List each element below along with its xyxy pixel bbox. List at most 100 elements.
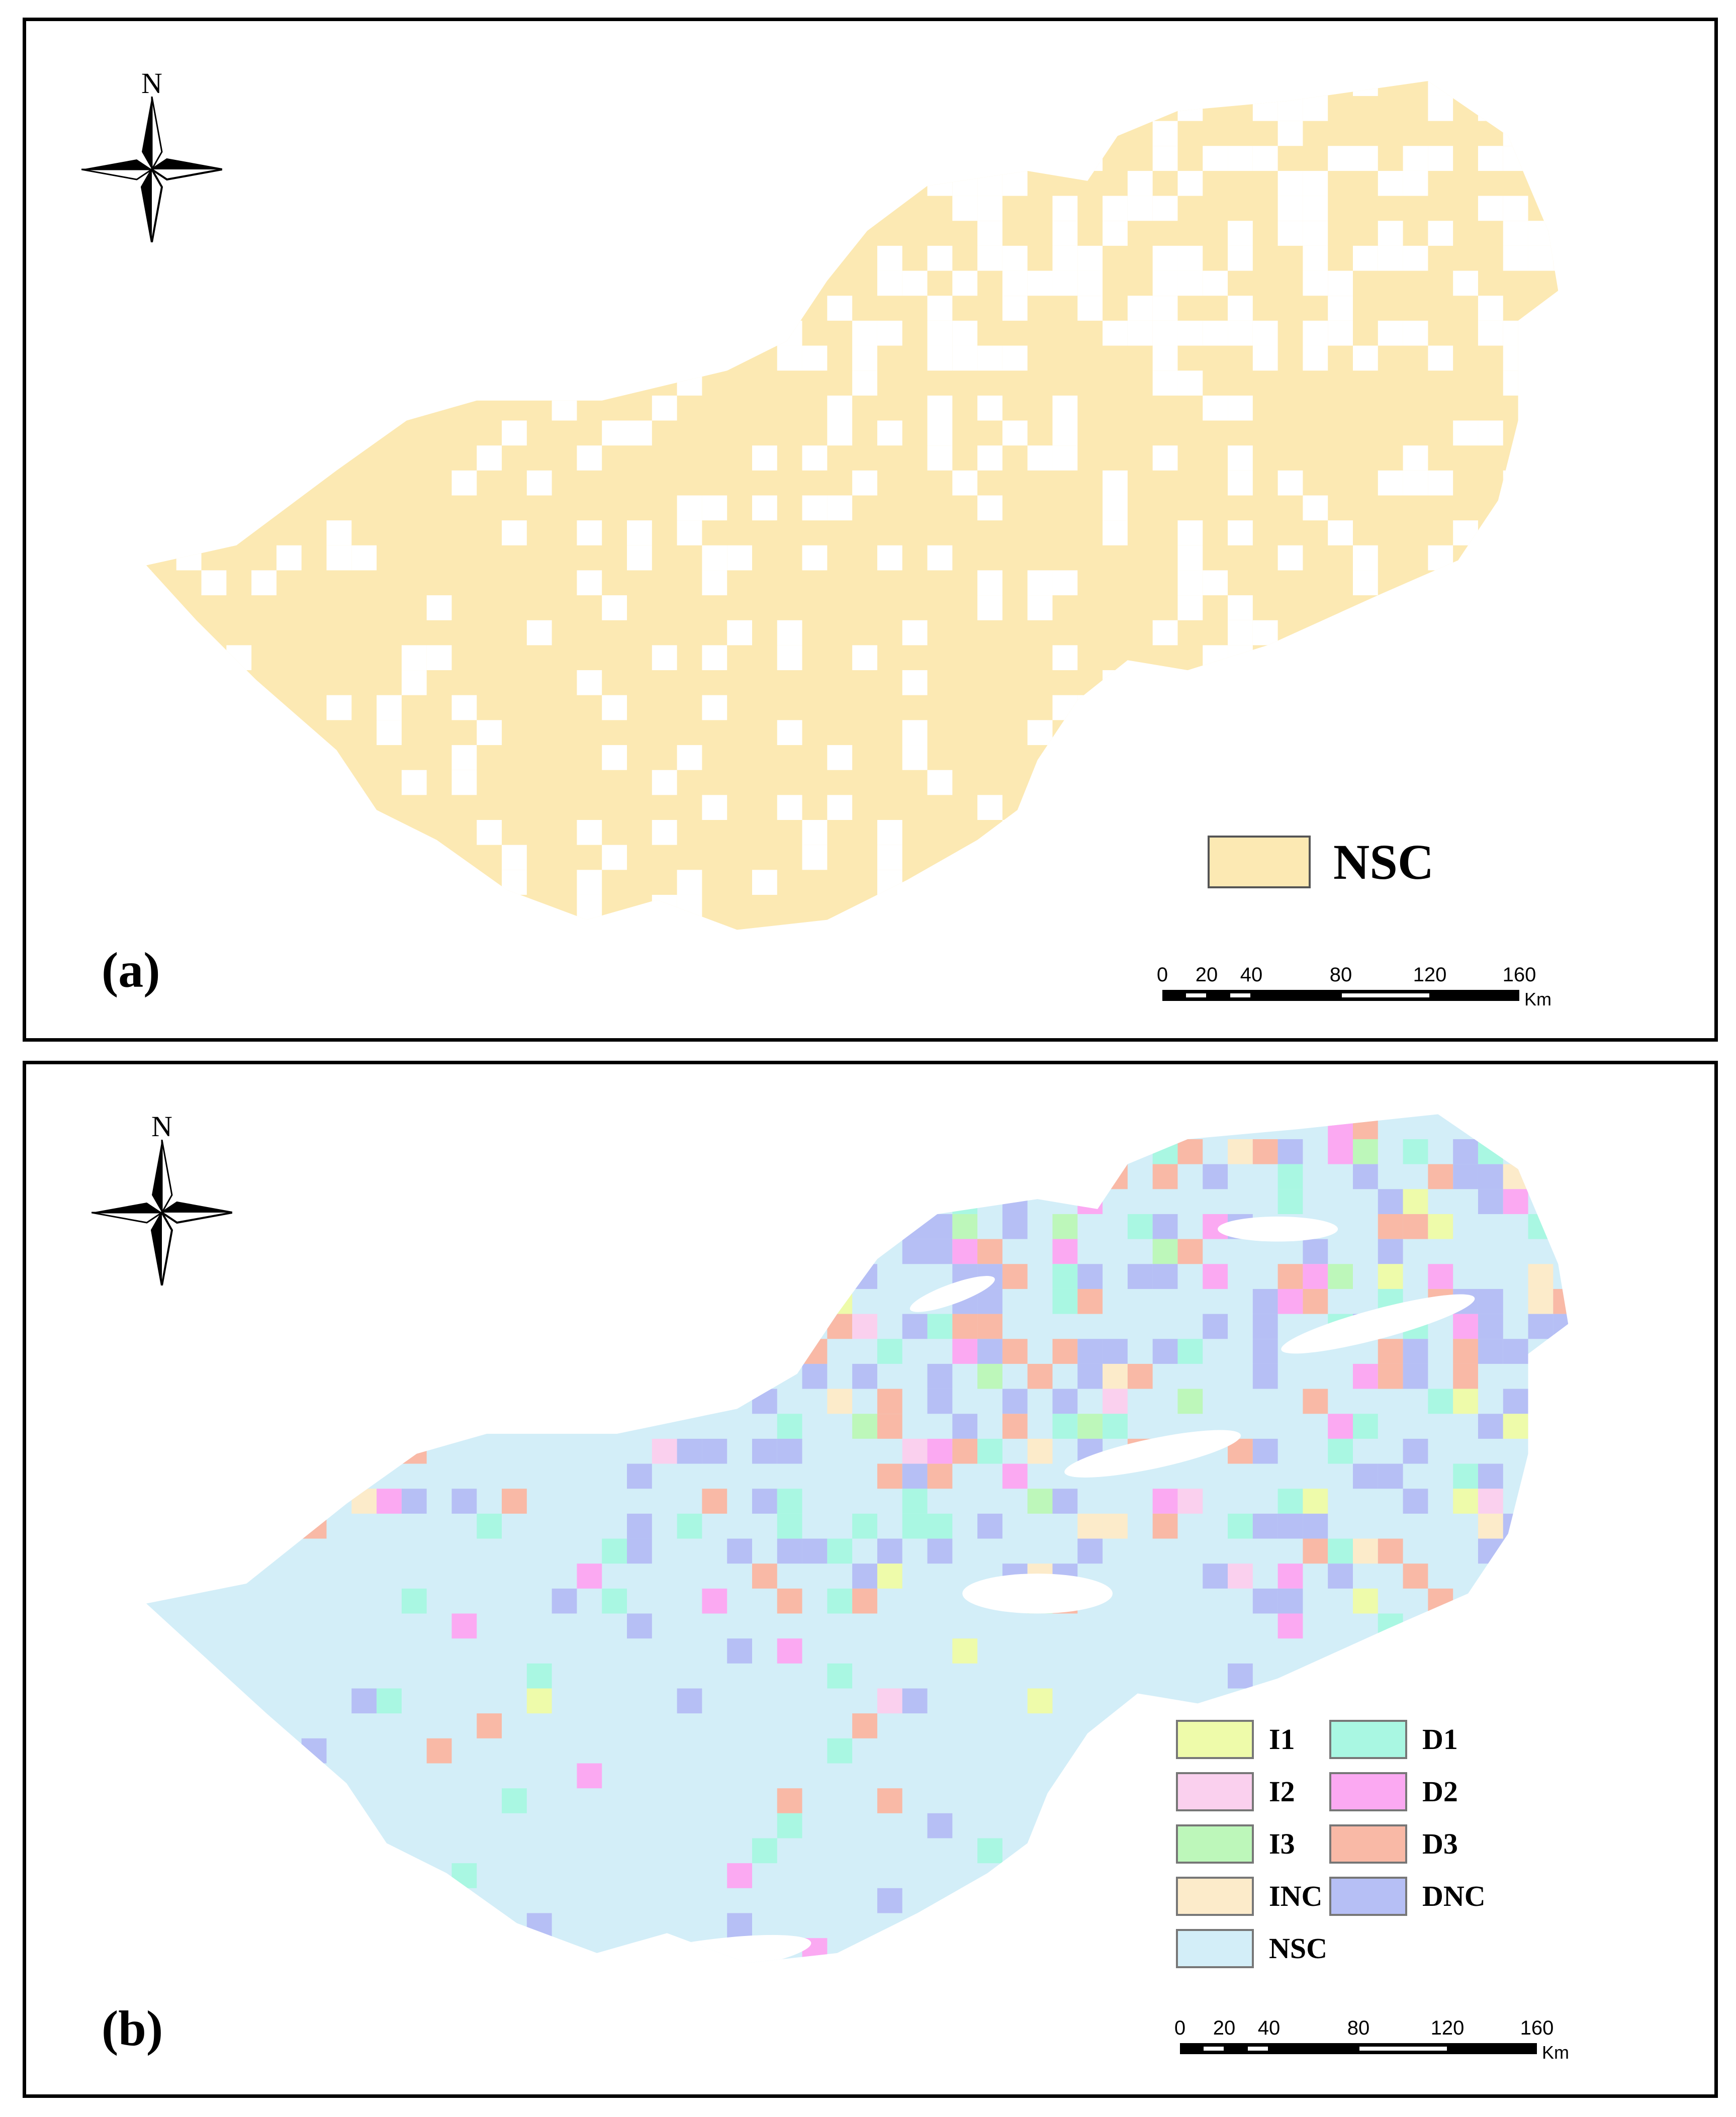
grid-cell xyxy=(1528,146,1554,171)
grid-cell xyxy=(326,545,352,571)
grid-cell xyxy=(552,81,577,96)
legend-swatch-nsc xyxy=(1208,836,1311,888)
grid-cell xyxy=(1027,570,1053,596)
grid-cell xyxy=(1553,1139,1569,1164)
grid-cell xyxy=(827,1314,853,1339)
grid-cell xyxy=(602,420,627,446)
grid-cell xyxy=(902,1214,928,1239)
grid-cell xyxy=(802,81,828,96)
grid-cell xyxy=(146,845,151,870)
grid-cell xyxy=(1403,1489,1428,1514)
grid-cell xyxy=(1252,1288,1278,1314)
grid-cell xyxy=(827,1738,853,1764)
grid-cell xyxy=(1127,1363,1153,1389)
grid-cell xyxy=(802,845,828,870)
grid-cell xyxy=(301,1738,327,1764)
grid-cell xyxy=(602,845,627,870)
grid-cell xyxy=(1478,96,1503,121)
grid-cell xyxy=(1252,345,1278,371)
grid-cell xyxy=(952,1214,978,1239)
grid-cell xyxy=(977,570,1002,596)
grid-cell xyxy=(1328,620,1353,646)
grid-cell xyxy=(1528,1288,1554,1314)
grid-cell xyxy=(1252,1513,1278,1539)
grid-cell xyxy=(1303,1389,1328,1414)
grid-cell xyxy=(502,1239,527,1264)
grid-cell xyxy=(1152,1164,1178,1189)
grid-cell xyxy=(176,1888,202,1913)
grid-cell xyxy=(1077,1513,1103,1539)
grid-cell xyxy=(1503,1414,1528,1439)
grid-cell xyxy=(802,96,828,121)
grid-cell xyxy=(1152,345,1178,371)
grid-cell xyxy=(1352,1164,1378,1189)
grid-cell xyxy=(1503,81,1528,96)
grid-cell xyxy=(652,221,677,246)
grid-cell xyxy=(877,845,902,870)
grid-cell xyxy=(1528,245,1554,271)
grid-cell xyxy=(1103,520,1128,545)
grid-cell xyxy=(1228,1563,1253,1589)
north-label: N xyxy=(141,67,162,100)
grid-cell xyxy=(852,146,877,171)
grid-cell xyxy=(276,1139,302,1164)
grid-cell xyxy=(1453,1139,1478,1164)
grid-cell xyxy=(852,1164,877,1189)
grid-cell xyxy=(927,1363,953,1389)
grid-cell xyxy=(426,595,452,620)
grid-cell xyxy=(877,1389,902,1414)
grid-cell xyxy=(1002,1863,1028,1888)
legend-label: D1 xyxy=(1422,1723,1458,1756)
grid-cell xyxy=(927,320,953,346)
grid-cell xyxy=(1428,795,1453,820)
grid-cell xyxy=(1453,1164,1478,1189)
grid-cell xyxy=(777,1414,802,1439)
grid-cell xyxy=(1453,270,1478,296)
grid-cell xyxy=(1478,1139,1503,1164)
grid-cell xyxy=(526,1139,552,1164)
grid-cell xyxy=(1002,81,1028,96)
grid-cell xyxy=(176,1813,202,1838)
grid-cell xyxy=(802,445,828,471)
grid-cell xyxy=(401,670,427,695)
grid-cell xyxy=(1528,221,1554,246)
grid-cell xyxy=(176,270,202,296)
grid-cell xyxy=(1352,545,1378,571)
grid-cell xyxy=(702,1438,727,1464)
grid-cell xyxy=(827,495,853,521)
panel-label-b: (b) xyxy=(102,2000,163,2056)
grid-cell xyxy=(902,1189,928,1214)
legend-swatch xyxy=(1329,1877,1407,1916)
grid-cell xyxy=(677,894,702,920)
grid-cell xyxy=(1503,146,1528,171)
grid-cell xyxy=(1503,770,1528,795)
grid-cell xyxy=(1103,670,1128,695)
grid-cell xyxy=(1478,1538,1503,1564)
grid-cell xyxy=(777,1813,802,1838)
grid-cell xyxy=(377,221,402,246)
grid-cell xyxy=(977,121,1002,146)
grid-cell xyxy=(1453,720,1478,746)
grid-cell xyxy=(627,1363,652,1389)
grid-cell xyxy=(301,146,327,171)
grid-cell xyxy=(477,445,502,471)
grid-cell xyxy=(1403,795,1428,820)
grid-cell xyxy=(1027,720,1053,746)
grid-cell xyxy=(477,894,502,920)
grid-cell xyxy=(902,1938,928,1963)
grid-cell xyxy=(1553,620,1559,646)
grid-cell xyxy=(627,1513,652,1539)
grid-cell xyxy=(426,1738,452,1764)
grid-cell xyxy=(702,196,727,221)
grid-cell xyxy=(146,395,151,421)
grid-cell xyxy=(1052,121,1078,146)
grid-cell xyxy=(326,221,352,246)
grid-cell xyxy=(677,270,702,296)
grid-cell xyxy=(927,121,953,146)
grid-cell xyxy=(802,1288,828,1314)
grid-cell xyxy=(1002,1389,1028,1414)
grid-cell xyxy=(451,745,477,770)
grid-cell xyxy=(377,1489,402,1514)
grid-cell xyxy=(852,470,877,496)
grid-cell xyxy=(927,146,953,171)
